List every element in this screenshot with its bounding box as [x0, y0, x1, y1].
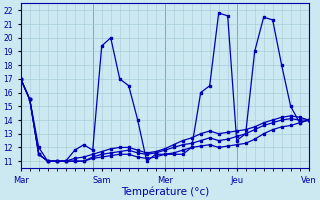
- X-axis label: Température (°c): Température (°c): [121, 186, 209, 197]
